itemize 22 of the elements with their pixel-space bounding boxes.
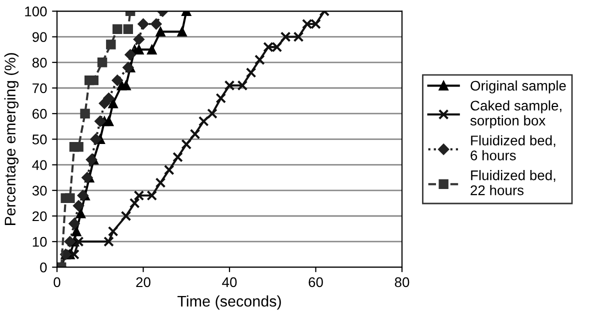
y-tick-label: 70 — [32, 83, 47, 94]
x-tick-label: 60 — [308, 277, 323, 288]
y-tick-label: 20 — [32, 211, 47, 222]
x-axis-title: Time (seconds) — [177, 295, 281, 310]
y-tick-label: 50 — [32, 134, 47, 144]
x-tick-label: 0 — [54, 277, 60, 288]
y-axis-title: Percentage emerging (%) — [4, 53, 19, 225]
x-tick-label: 20 — [136, 277, 150, 288]
legend-label: Caked sample, sorption box — [470, 100, 562, 128]
x-tick-label: 40 — [222, 277, 237, 288]
y-tick-label: 60 — [32, 108, 47, 119]
legend-label: Original sample — [470, 80, 566, 94]
y-tick-label: 10 — [32, 236, 47, 247]
y-tick-label: 40 — [32, 160, 47, 170]
y-tick-label: 100 — [25, 6, 47, 16]
y-tick-label: 30 — [32, 186, 47, 196]
y-tick-label: 0 — [40, 262, 47, 272]
legend-label: Fluidized bed, 6 hours — [470, 135, 556, 160]
y-tick-label: 80 — [32, 58, 47, 68]
y-tick-label: 90 — [32, 32, 47, 42]
legend-label: Fluidized bed, 22 hours — [470, 170, 556, 196]
x-tick-label: 80 — [394, 277, 410, 288]
